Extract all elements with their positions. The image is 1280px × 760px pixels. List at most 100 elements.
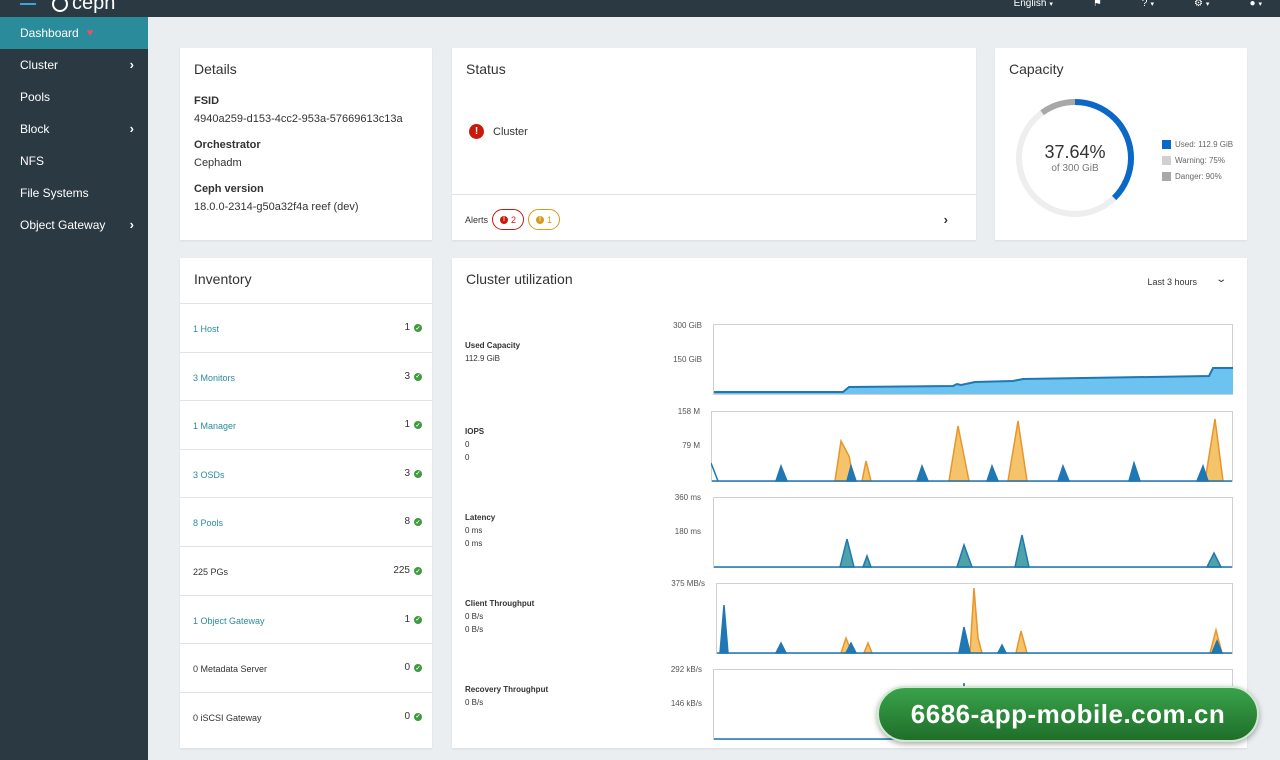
error-icon: !: [469, 124, 484, 139]
y-axis-label: 375 MB/s: [671, 579, 705, 588]
latency-metric: Latency 0 ms 0 ms: [465, 513, 496, 548]
sidebar-item-cluster[interactable]: Cluster ›: [20, 57, 134, 72]
chevron-right-icon: ›: [129, 57, 134, 72]
used-capacity-metric: Used Capacity 112.9 GiB: [465, 341, 521, 363]
ceph-logo-icon: [52, 0, 68, 12]
inventory-label: 225 PGs: [193, 567, 229, 577]
menu-toggle-icon[interactable]: [20, 0, 36, 7]
capacity-card: Capacity 37.64% of 300 GiB Used: 112.9 G…: [995, 48, 1247, 240]
card-title: Details: [194, 61, 237, 77]
sidebar-item-file-systems[interactable]: File Systems: [20, 186, 89, 200]
status-card: Status ! Cluster Alerts ! 2 ! 1 ›: [452, 48, 976, 240]
ceph-version-label: Ceph version: [194, 183, 264, 195]
y-axis-label: 292 kB/s: [670, 665, 702, 674]
card-title: Inventory: [194, 271, 252, 287]
inventory-label: 0 iSCSI Gateway: [193, 712, 262, 723]
settings-gear-icon[interactable]: ⚙ ▾: [1193, 0, 1210, 9]
orchestrator-value: Cephadm: [194, 157, 242, 169]
inventory-count: 1: [404, 419, 410, 431]
orchestrator-label: Orchestrator: [194, 139, 261, 151]
check-circle-icon: ✓: [414, 372, 422, 381]
check-circle-icon: ✓: [414, 615, 422, 624]
watermark-banner: 6686-app-mobile.com.cn: [877, 686, 1259, 742]
cluster-status-label: Cluster: [493, 125, 528, 138]
inventory-card: Inventory 1 Host 1 ✓ 3 Monitors 3 ✓ 1 Manager 1…: [180, 258, 432, 748]
y-axis-label: 158 M: [677, 407, 700, 416]
inventory-count: 1: [404, 613, 410, 625]
chevron-right-icon[interactable]: ›: [943, 212, 948, 227]
details-card: Details FSID 4940a259-d153-4cc2-953a-576…: [180, 48, 432, 240]
chevron-down-icon[interactable]: ⌄: [1214, 274, 1227, 285]
fsid-value: 4940a259-d153-4cc2-953a-57669613c13a: [194, 113, 403, 125]
used-swatch: [1162, 139, 1171, 149]
check-circle-icon: ✓: [414, 518, 422, 527]
check-circle-icon: ✓: [414, 324, 422, 332]
inventory-row[interactable]: 3 Monitors 3 ✓: [180, 351, 432, 401]
check-circle-icon: ✓: [414, 712, 422, 721]
card-title: Cluster utilization: [466, 271, 573, 287]
ceph-logo[interactable]: ceph: [52, 0, 115, 15]
cluster-utilization-card: Cluster utilization Last 3 hours ⌄ Used …: [452, 258, 1247, 748]
help-icon[interactable]: ? ▾: [1141, 0, 1154, 9]
sidebar-item-object-gateway[interactable]: Object Gateway ›: [20, 217, 134, 232]
inventory-row[interactable]: 1 Manager 1 ✓: [180, 400, 432, 449]
danger-swatch: [1162, 171, 1171, 181]
donut-used-arc: [1016, 99, 1134, 217]
inventory-row[interactable]: 1 Object Gateway 1 ✓: [180, 594, 432, 644]
card-title: Capacity: [1009, 61, 1064, 77]
y-axis-label: 150 GiB: [673, 355, 702, 364]
user-icon[interactable]: ● ▾: [1249, 0, 1262, 9]
inventory-count: 225: [393, 565, 410, 576]
chevron-right-icon: ›: [129, 121, 134, 136]
capacity-legend: Used: 112.9 GiB Warning: 75% Danger: 90%: [1162, 136, 1233, 184]
inventory-label[interactable]: 1 Object Gateway: [193, 615, 265, 626]
inventory-count: 3: [404, 467, 410, 479]
inventory-row[interactable]: 8 Pools 8 ✓: [180, 497, 432, 546]
ceph-version-value: 18.0.0-2314-g50a32f4a reef (dev): [194, 201, 359, 213]
alerts-footer[interactable]: Alerts ! 2 ! 1 ›: [452, 194, 976, 240]
card-title: Status: [466, 61, 506, 77]
client-throughput-metric: Client Throughput 0 B/s 0 B/s: [465, 599, 535, 634]
check-circle-icon: ✓: [414, 567, 422, 575]
check-circle-icon: ✓: [414, 421, 422, 430]
inventory-row[interactable]: 3 OSDs 3 ✓: [180, 448, 432, 498]
inventory-label[interactable]: 3 OSDs: [193, 469, 225, 480]
warning-icon: !: [536, 215, 544, 224]
iops-chart: [711, 411, 1233, 482]
sidebar: Dashboard ♥ Cluster › Pools Block › NFS Fil…: [0, 17, 148, 760]
inventory-row: 225 PGs 225 ✓: [180, 546, 432, 595]
sidebar-item-pools[interactable]: Pools: [20, 90, 51, 104]
inventory-row: 0 iSCSI Gateway 0 ✓: [180, 691, 432, 741]
warning-alerts-badge[interactable]: ! 1: [528, 209, 561, 230]
iops-metric: IOPS 0 0: [465, 427, 485, 462]
notifications-icon[interactable]: ⚑: [1092, 0, 1102, 9]
inventory-label[interactable]: 8 Pools: [193, 518, 224, 529]
language-selector[interactable]: English ▾: [1013, 0, 1053, 9]
error-icon: !: [500, 215, 508, 224]
y-axis-label: 146 kB/s: [670, 699, 702, 708]
inventory-label[interactable]: 1 Host: [193, 324, 220, 334]
inventory-row[interactable]: 1 Host 1 ✓: [180, 303, 432, 352]
top-bar: ceph English ▾ ⚑ ? ▾ ⚙ ▾ ● ▾: [0, 0, 1280, 17]
inventory-label[interactable]: 1 Manager: [193, 421, 237, 432]
inventory-count: 1: [404, 322, 410, 333]
client-throughput-chart: [716, 583, 1233, 654]
sidebar-item-nfs[interactable]: NFS: [20, 154, 44, 168]
fsid-label: FSID: [194, 95, 220, 107]
capacity-total: of 300 GiB: [1051, 163, 1099, 174]
sidebar-item-dashboard[interactable]: Dashboard ♥: [0, 17, 148, 49]
error-alerts-badge[interactable]: ! 2: [492, 209, 525, 230]
check-circle-icon: ✓: [414, 664, 422, 673]
inventory-row: 0 Metadata Server 0 ✓: [180, 643, 432, 692]
capacity-donut: 37.64% of 300 GiB: [1013, 96, 1137, 220]
time-range-select[interactable]: Last 3 hours: [1147, 277, 1197, 287]
used-capacity-chart: [713, 324, 1233, 395]
inventory-count: 8: [404, 516, 410, 528]
capacity-percent: 37.64%: [1044, 142, 1106, 162]
y-axis-label: 360 ms: [674, 493, 701, 502]
sidebar-item-block[interactable]: Block ›: [20, 121, 134, 136]
y-axis-label: 79 M: [682, 441, 700, 450]
y-axis-label: 180 ms: [674, 527, 701, 536]
inventory-label[interactable]: 3 Monitors: [193, 372, 236, 383]
latency-chart: [713, 497, 1233, 568]
